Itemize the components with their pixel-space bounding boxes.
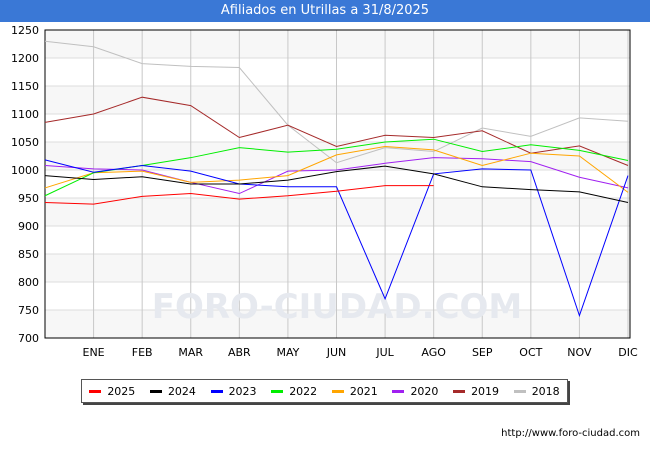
series-line-2018: [44, 40, 629, 164]
series-line-2021: [44, 145, 629, 193]
legend-label: 2024: [167, 384, 196, 398]
legend-swatch: [89, 389, 102, 393]
legend-swatch: [210, 389, 223, 393]
grid-band: [45, 30, 630, 58]
y-tick-label: 950: [18, 192, 39, 205]
y-tick-label: 1100: [11, 108, 39, 121]
y-tick-label: 1000: [11, 164, 39, 177]
legend-item-2020: 2020: [392, 385, 438, 398]
y-tick-label: 850: [18, 248, 39, 261]
legend-swatch: [392, 389, 405, 393]
legend-label: 2022: [289, 384, 318, 398]
y-tick-label: 1200: [11, 52, 39, 65]
series-line-2020: [44, 157, 629, 195]
x-tick-label: MAY: [276, 346, 299, 359]
y-tick-label: 1250: [11, 24, 39, 37]
legend-swatch: [271, 389, 284, 393]
legend-item-2024: 2024: [149, 384, 196, 398]
legend-label: 2018: [531, 384, 560, 398]
x-tick-label: SEP: [472, 346, 493, 359]
x-tick-label: DIC: [618, 346, 638, 359]
x-tick-label: JUL: [375, 346, 394, 359]
legend-label: 2023: [228, 384, 257, 398]
source-url: http://www.foro-ciudad.com: [501, 428, 640, 439]
legend-swatch: [513, 389, 526, 393]
y-tick-label: 900: [18, 220, 39, 233]
grid-band: [45, 254, 630, 282]
legend-item-2018: 2018: [513, 384, 560, 398]
legend: 2025 2024 2023 2022 2021 2020 2019 2018: [81, 379, 568, 403]
legend-label: 2025: [107, 384, 136, 398]
legend-item-2022: 2022: [271, 385, 317, 398]
legend-item-2021: 2021: [331, 384, 378, 398]
x-tick-label: NOV: [567, 346, 592, 359]
y-tick-label: 1150: [11, 80, 39, 93]
series-line-2025: [44, 185, 434, 205]
legend-label: 2020: [410, 384, 439, 398]
y-tick-label: 800: [18, 276, 39, 289]
legend-swatch: [453, 389, 466, 393]
plot-border: [44, 29, 631, 339]
chart-title: Afiliados en Utrillas a 31/8/2025: [0, 0, 650, 22]
legend-label: 2019: [471, 384, 500, 398]
x-tick-label: FEB: [132, 346, 153, 359]
x-tick-label: ABR: [228, 346, 251, 359]
x-tick-label: AGO: [421, 346, 446, 359]
legend-label: 2021: [349, 384, 378, 398]
watermark: FORO-CIUDAD.COM: [152, 287, 523, 327]
y-tick-label: 750: [18, 304, 39, 317]
legend-swatch: [331, 389, 344, 393]
y-tick-label: 1050: [11, 136, 39, 149]
legend-item-2019: 2019: [453, 385, 499, 398]
grid-band: [45, 198, 630, 226]
legend-item-2025: 2025: [89, 385, 135, 398]
x-tick-label: OCT: [519, 346, 542, 359]
x-tick-label: ENE: [83, 346, 105, 359]
series-line-2023: [44, 159, 629, 318]
series-line-2024: [44, 165, 629, 203]
x-tick-label: MAR: [178, 346, 203, 359]
legend-swatch: [149, 389, 162, 393]
y-tick-label: 700: [18, 332, 39, 345]
legend-item-2023: 2023: [210, 384, 257, 398]
x-tick-label: JUN: [326, 346, 347, 359]
